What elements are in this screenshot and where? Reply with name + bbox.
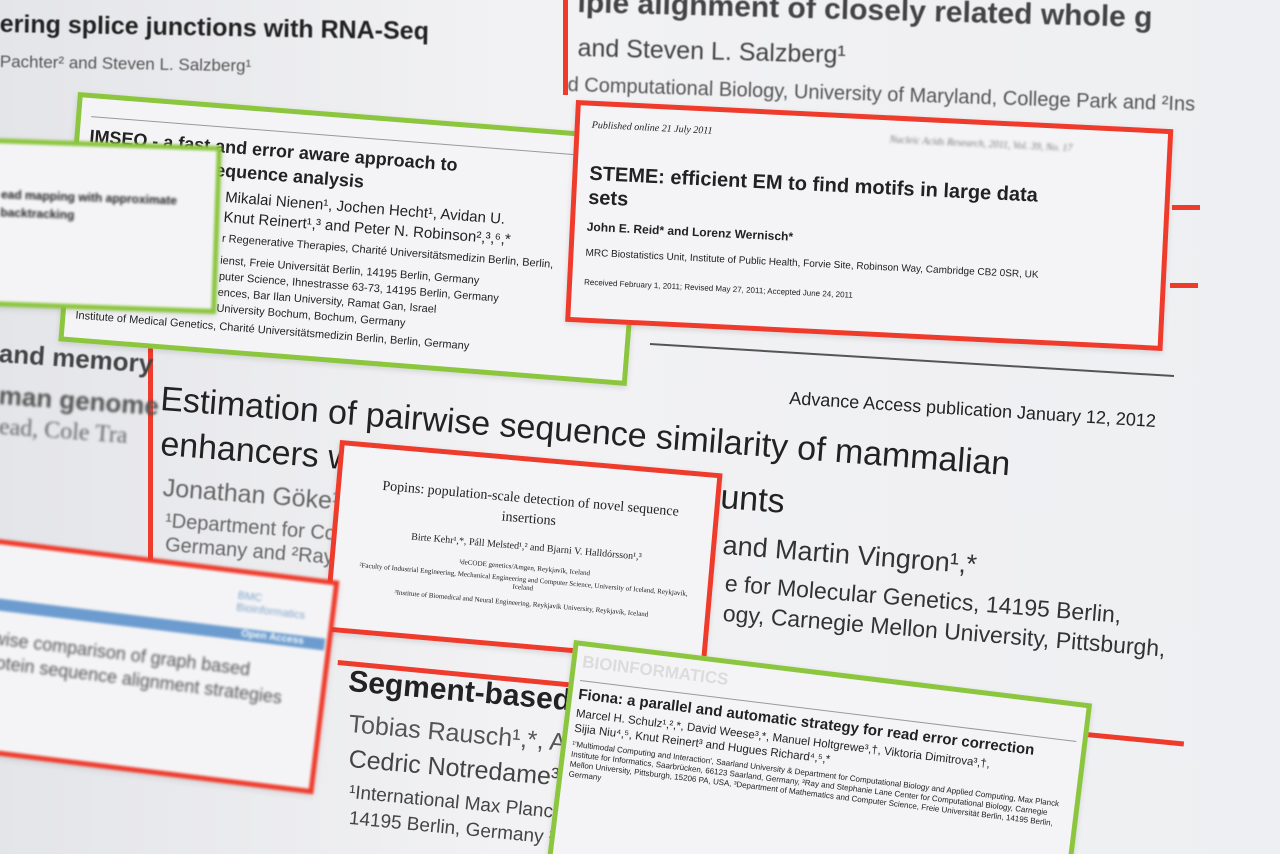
card-affiliation: MRC Biostatistics Unit, Institute of Pub… xyxy=(585,247,1039,281)
paper-card: Popins: population-scale detection of no… xyxy=(323,440,723,665)
red-divider xyxy=(649,343,1175,378)
paper-title: ering splice junctions with RNA-Seq xyxy=(0,10,430,46)
card-logo: BMC Bioinformatics xyxy=(235,589,306,622)
card-authors: John E. Reid* and Lorenz Wernisch* xyxy=(586,219,794,244)
paper-title: unts xyxy=(719,478,787,521)
paper-authors: and Steven L. Salzberg¹ xyxy=(577,34,847,70)
card-title: ead mapping with approximate xyxy=(0,187,178,208)
red-divider xyxy=(1172,205,1200,210)
paper-card: BIOINFORMATICS Fiona: a parallel and aut… xyxy=(544,640,1093,854)
card-journal: Nucleic Acids Research, 2011, Vol. 39, N… xyxy=(889,134,1073,155)
card-published: Published online 21 July 2011 xyxy=(591,119,713,137)
card-journal: BIOINFORMATICS xyxy=(581,652,730,690)
journal-line: Advance Access publication January 12, 2… xyxy=(788,388,1157,432)
card-title: STEME: efficient EM to find motifs in la… xyxy=(587,162,1039,211)
paper-card: ead mapping with approximate backtrackin… xyxy=(0,138,222,314)
paper-title: iple alignment of closely related whole … xyxy=(577,0,1153,35)
red-divider xyxy=(563,0,568,95)
paper-card: Published online 21 July 2011 Nucleic Ac… xyxy=(565,100,1174,351)
red-divider xyxy=(148,345,153,560)
paper-card: BMC Bioinformatics Open Access wise comp… xyxy=(0,538,340,795)
paper-authors: ead, Cole Tra xyxy=(0,414,129,449)
paper-authors: Pachter² and Steven L. Salzberg¹ xyxy=(0,52,252,76)
card-title: backtracking xyxy=(0,205,75,222)
red-divider xyxy=(1170,283,1198,288)
card-dates: Received February 1, 2011; Revised May 2… xyxy=(583,277,854,300)
